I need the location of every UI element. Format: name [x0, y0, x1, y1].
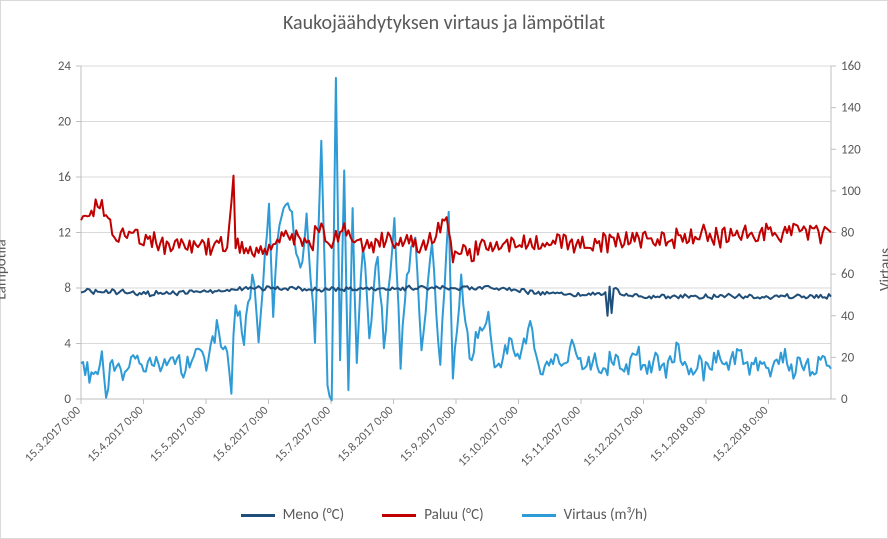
svg-text:15.5.2017 0:00: 15.5.2017 0:00: [147, 404, 208, 465]
svg-text:15.9.2017 0:00: 15.9.2017 0:00: [397, 404, 458, 465]
svg-text:15.10.2017 0:00: 15.10.2017 0:00: [456, 404, 522, 470]
svg-text:15.4.2017 0:00: 15.4.2017 0:00: [85, 404, 146, 465]
svg-text:4: 4: [64, 337, 71, 352]
svg-text:60: 60: [841, 267, 855, 282]
svg-text:12: 12: [58, 226, 72, 241]
svg-text:120: 120: [841, 142, 861, 157]
svg-text:20: 20: [841, 350, 855, 365]
svg-text:0: 0: [841, 392, 848, 407]
legend: Meno (°C) Paluu (°C) Virtaus (m³/h): [1, 506, 887, 524]
legend-item-meno: Meno (°C): [241, 506, 345, 524]
svg-text:15.6.2017 0:00: 15.6.2017 0:00: [210, 404, 271, 465]
legend-label-virtaus: Virtaus (m³/h): [564, 506, 648, 524]
legend-item-paluu: Paluu (°C): [382, 506, 483, 524]
svg-text:80: 80: [841, 226, 855, 241]
chart-container: Kaukojäähdytyksen virtaus ja lämpötilat …: [0, 0, 888, 539]
svg-text:15.2.2018 0:00: 15.2.2018 0:00: [710, 404, 771, 465]
svg-text:15.1.2018 0:00: 15.1.2018 0:00: [647, 404, 708, 465]
plot-area: 0 4 8 12 16 20 24 0 20 40 60 80 100 120 140 160 15.3.201…: [1, 1, 888, 539]
svg-text:15.3.2017 0:00: 15.3.2017 0:00: [22, 404, 83, 465]
legend-swatch-virtaus: [522, 514, 556, 517]
svg-text:24: 24: [58, 59, 72, 74]
legend-swatch-paluu: [382, 514, 416, 517]
svg-text:100: 100: [841, 184, 861, 199]
svg-text:20: 20: [58, 115, 72, 130]
svg-text:40: 40: [841, 309, 855, 324]
legend-label-paluu: Paluu (°C): [424, 506, 483, 524]
svg-text:15.8.2017 0:00: 15.8.2017 0:00: [335, 404, 396, 465]
svg-text:8: 8: [64, 281, 71, 296]
legend-label-meno: Meno (°C): [283, 506, 345, 524]
svg-text:0: 0: [64, 392, 71, 407]
legend-swatch-meno: [241, 514, 275, 517]
svg-text:140: 140: [841, 101, 861, 116]
svg-text:160: 160: [841, 59, 861, 74]
svg-text:15.12.2017 0:00: 15.12.2017 0:00: [581, 404, 647, 470]
svg-text:15.7.2017 0:00: 15.7.2017 0:00: [272, 404, 333, 465]
svg-text:16: 16: [58, 170, 72, 185]
svg-text:15.11.2017 0:00: 15.11.2017 0:00: [518, 404, 584, 470]
legend-item-virtaus: Virtaus (m³/h): [522, 506, 648, 524]
